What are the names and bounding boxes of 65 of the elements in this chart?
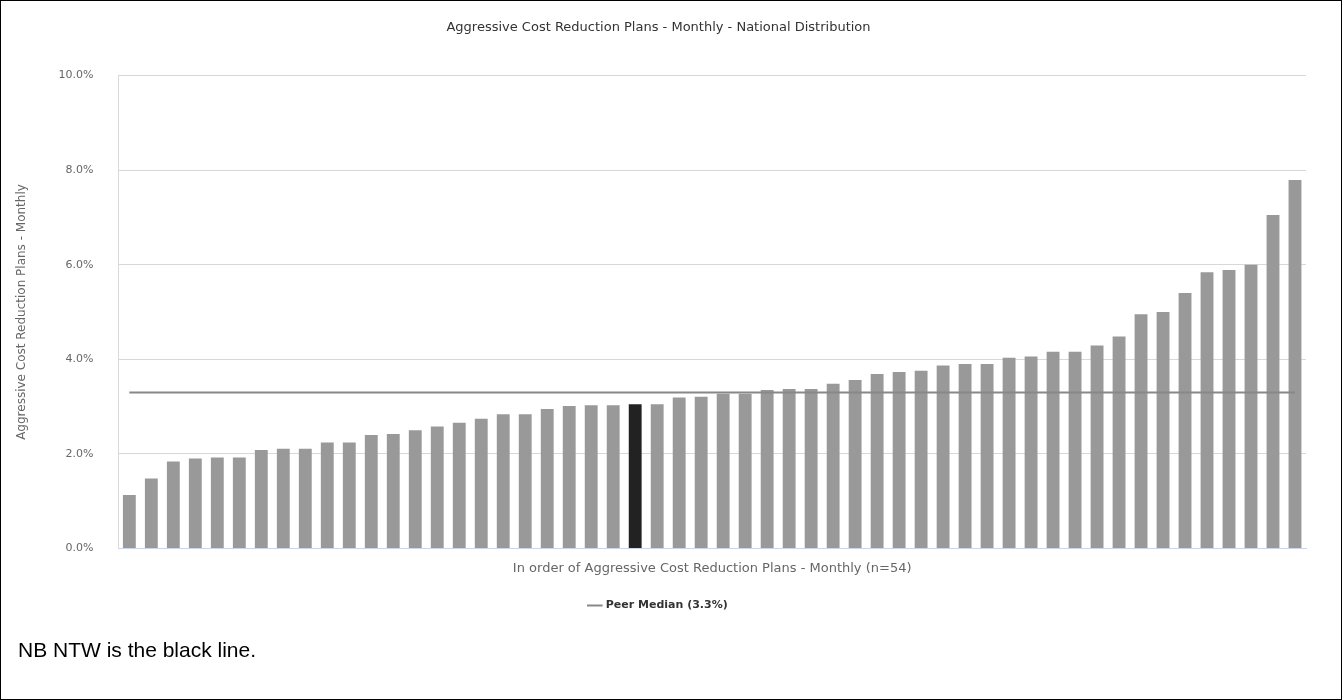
bar [1068,351,1082,548]
bar [518,414,532,548]
bar [958,364,972,548]
bar [430,426,444,548]
bar [474,418,488,548]
bar [408,430,422,548]
bar [1024,356,1038,548]
bar [232,457,246,548]
bar [276,448,290,548]
bar [364,434,378,548]
bar [738,393,752,548]
bar [320,442,334,548]
legend-label: Peer Median (3.3%) [605,598,728,612]
x-axis-title: In order of Aggressive Cost Reduction Plans - Monthly (n=54) [512,559,912,575]
y-tick-label: 2.0% [65,446,94,460]
bar [1090,345,1104,548]
bar [1134,314,1148,548]
bar [1244,264,1258,548]
bar [188,458,202,548]
bar [760,390,774,548]
bar [892,372,906,548]
bar [826,383,840,548]
bar [848,380,862,548]
y-tick-label: 8.0% [65,163,94,177]
bar [914,370,928,548]
bar [298,448,312,548]
chart-title: Aggressive Cost Reduction Plans - Monthly - National Distribution [446,19,871,35]
bar [804,389,818,548]
y-tick-label: 0.0% [65,541,94,555]
bar [342,442,356,548]
bar [870,373,884,548]
bar [1002,357,1016,548]
bar [1046,351,1060,548]
bar [210,457,224,548]
bar [540,408,554,548]
bar [144,478,158,548]
bar [1222,269,1236,548]
bar [584,405,598,548]
bar [606,405,620,548]
bar [1178,293,1192,548]
bar [166,461,180,548]
bar [122,494,136,548]
bar [254,450,268,548]
bar [1156,312,1170,548]
y-tick-label: 4.0% [65,352,94,366]
bar [936,365,950,548]
y-axis-title: Aggressive Cost Reduction Plans - Monthly [14,184,29,440]
bar [716,393,730,548]
bar [1288,180,1302,548]
bar [1200,272,1214,548]
bar [628,404,642,548]
bar [1112,336,1126,548]
bar [694,396,708,548]
bar [386,433,400,548]
bar [672,397,686,548]
bar [782,389,796,548]
bar [562,406,576,548]
y-tick-label: 6.0% [65,257,94,271]
bar [650,404,664,548]
y-tick-label: 10.0% [58,68,94,82]
bar [452,422,466,548]
bar [1266,215,1280,548]
bar [980,364,994,548]
text: NB NTW is the black line. [18,638,257,662]
bar [496,414,510,548]
